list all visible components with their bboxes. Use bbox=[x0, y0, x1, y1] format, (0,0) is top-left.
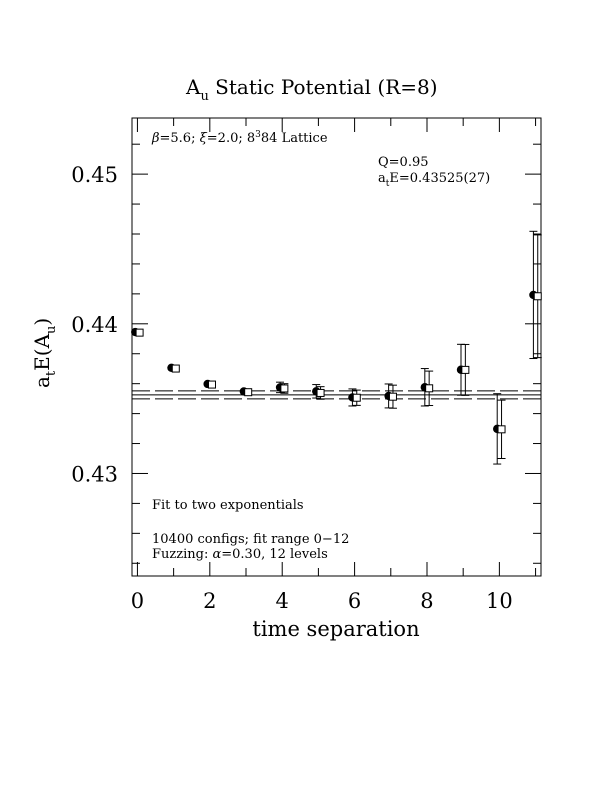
fuzzing-label: Fuzzing: α=0.30, 12 levels bbox=[152, 547, 328, 562]
ylabel-mid: E(A bbox=[30, 333, 54, 370]
data-point-square bbox=[171, 364, 180, 373]
beta-symbol: β bbox=[151, 131, 160, 146]
x-tick-label: 4 bbox=[276, 589, 289, 613]
y-tick-label: 0.43 bbox=[71, 462, 118, 486]
data-point-square bbox=[244, 388, 253, 397]
data-point-square bbox=[461, 365, 470, 374]
fit-energy-sub: t bbox=[386, 179, 390, 189]
x-tick-label: 6 bbox=[348, 589, 361, 613]
axis-ticks bbox=[132, 118, 541, 576]
ylabel-a: a bbox=[30, 376, 54, 388]
fit-band bbox=[132, 390, 541, 400]
x-tick-label: 8 bbox=[420, 589, 433, 613]
title-rest: Static Potential (R=8) bbox=[209, 75, 438, 99]
x-tick-labels: 0 2 4 6 8 10 bbox=[131, 589, 513, 613]
fuzzing-prefix: Fuzzing: bbox=[152, 547, 212, 562]
x-axis-label: time separation bbox=[252, 617, 419, 641]
title-main: A bbox=[185, 75, 201, 99]
data-point-square bbox=[497, 425, 506, 434]
fuzzing-suffix: =0.30, 12 levels bbox=[221, 547, 328, 562]
lattice-annotation: β=5.6; ξ=2.0; 8384 Lattice bbox=[151, 130, 328, 146]
data-point-square bbox=[280, 384, 289, 393]
data-point-square bbox=[135, 328, 144, 337]
plot-frame bbox=[131, 117, 542, 577]
lattice-size-sup: 3 bbox=[255, 130, 261, 140]
data-point-square bbox=[425, 384, 434, 393]
x-tick-label: 2 bbox=[203, 589, 216, 613]
lattice-size-a: 8 bbox=[247, 131, 255, 146]
xi-value: =2.0; bbox=[207, 131, 247, 146]
title-subscript: u bbox=[200, 89, 208, 104]
x-tick-label: 0 bbox=[131, 589, 144, 613]
fit-energy-value: E=0.43525(27) bbox=[389, 171, 490, 186]
y-tick-label: 0.45 bbox=[71, 163, 118, 187]
ylabel-post: ) bbox=[30, 318, 54, 326]
fit-energy: atE=0.43525(27) bbox=[378, 171, 490, 189]
fuzzing-alpha: α bbox=[212, 547, 221, 562]
chart-title: Au Static Potential (R=8) bbox=[185, 75, 438, 104]
y-axis-label: atE(Au) bbox=[30, 318, 59, 388]
data-point-square bbox=[388, 392, 397, 401]
beta-value: =5.6; bbox=[160, 131, 200, 146]
data-point-square bbox=[533, 292, 542, 301]
data-point-square bbox=[352, 393, 361, 402]
q-value: Q=0.95 bbox=[378, 155, 429, 170]
fit-method-label: Fit to two exponentials bbox=[152, 498, 304, 513]
xi-symbol: ξ bbox=[200, 131, 208, 146]
configs-label: 10400 configs; fit range 0−12 bbox=[152, 532, 349, 547]
x-tick-label: 10 bbox=[486, 589, 513, 613]
data-markers bbox=[131, 290, 542, 434]
y-tick-label: 0.44 bbox=[71, 313, 118, 337]
ylabel-sub-t: t bbox=[44, 370, 59, 376]
ylabel-sub-u: u bbox=[44, 326, 59, 334]
lattice-size-b: 84 Lattice bbox=[261, 131, 328, 146]
fit-energy-a: a bbox=[378, 171, 386, 186]
y-tick-labels: 0.43 0.44 0.45 bbox=[71, 163, 118, 486]
data-point-square bbox=[316, 388, 325, 397]
data-point-square bbox=[207, 380, 216, 389]
